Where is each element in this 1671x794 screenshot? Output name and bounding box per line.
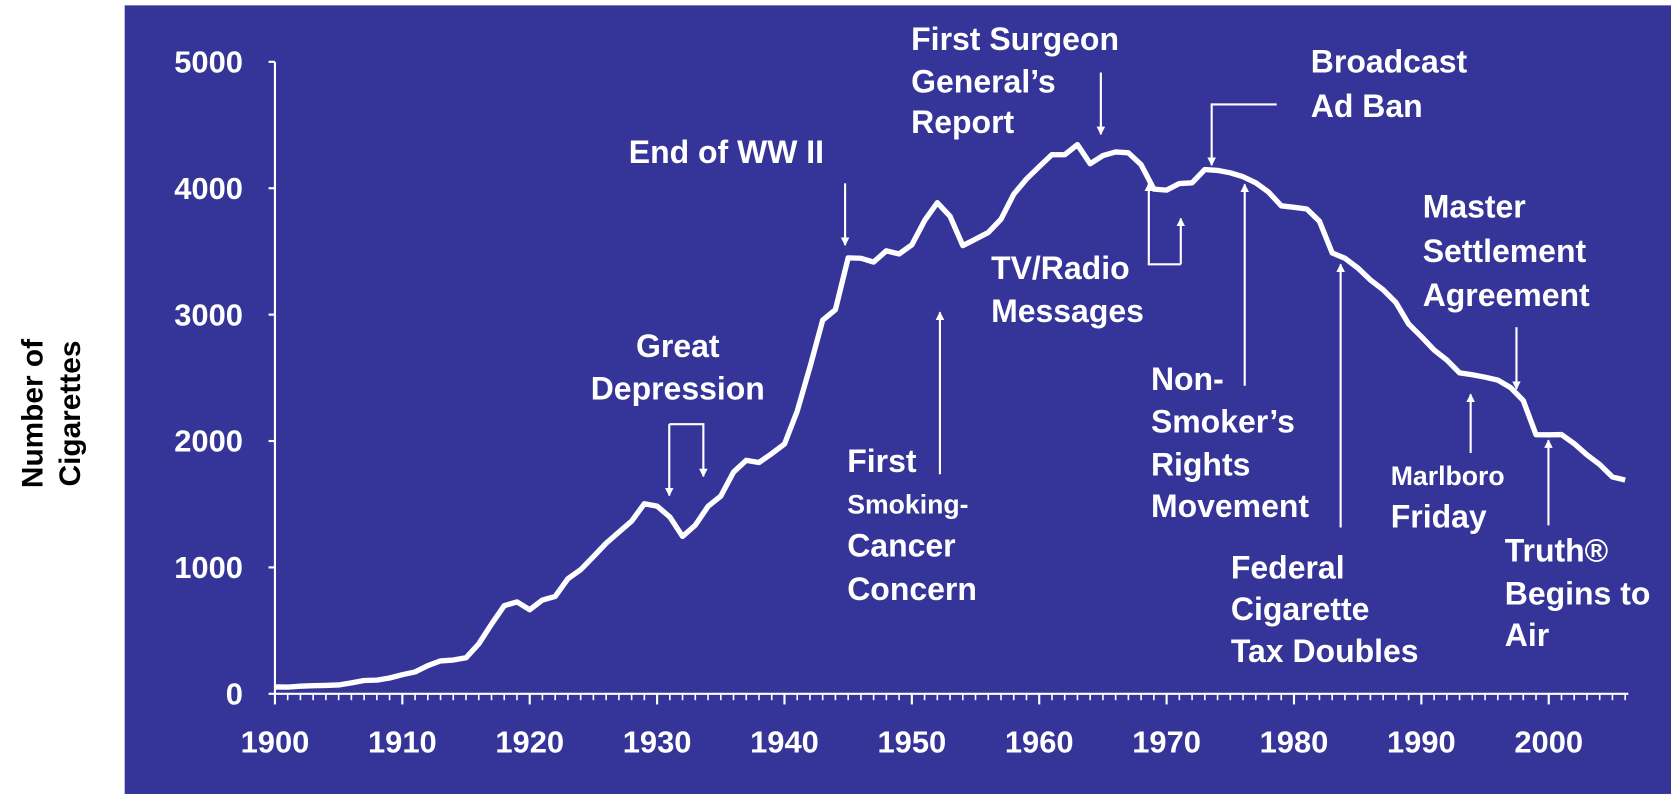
annotation: Depression <box>591 371 765 407</box>
annotation: Agreement <box>1423 277 1590 313</box>
annotation: Tax Doubles <box>1231 633 1419 669</box>
x-tick-label: 1900 <box>241 724 310 759</box>
annotation: Smoker’s <box>1151 404 1295 440</box>
annotation: Cigarette <box>1231 591 1370 627</box>
y-axis-label: Number of <box>17 339 50 488</box>
y-tick-label: 2000 <box>174 424 243 459</box>
x-tick-label: 2000 <box>1514 724 1583 759</box>
annotation: First <box>847 443 917 479</box>
annotation: Rights <box>1151 446 1250 482</box>
annotation: Great <box>636 328 720 364</box>
x-tick-label: 1920 <box>495 724 564 759</box>
annotation: Begins to <box>1505 575 1651 611</box>
annotation: First Surgeon <box>911 21 1119 57</box>
annotation: Smoking- <box>847 490 968 520</box>
annotation: General’s <box>911 64 1056 100</box>
annotation: Concern <box>847 571 977 607</box>
annotation: Marlboro <box>1391 461 1505 491</box>
arrow <box>1207 103 1277 167</box>
plot-background <box>124 5 1671 794</box>
x-tick-label: 1980 <box>1260 724 1329 759</box>
x-tick-label: 1930 <box>623 724 692 759</box>
annotation: TV/Radio <box>991 250 1130 286</box>
x-tick-label: 1970 <box>1132 724 1201 759</box>
annotation: Ad Ban <box>1311 88 1423 124</box>
annotation: Broadcast <box>1311 43 1468 79</box>
annotation: Movement <box>1151 488 1309 524</box>
data-line <box>274 141 1626 690</box>
y-tick-label: 1000 <box>174 550 243 585</box>
x-tick-label: 1910 <box>368 724 437 759</box>
annotation: Non- <box>1151 361 1224 397</box>
y-axis-label: Cigarettes <box>54 341 87 487</box>
x-tick-label: 1990 <box>1387 724 1456 759</box>
annotation: Settlement <box>1423 233 1587 269</box>
arrow <box>669 423 708 478</box>
y-tick-label: 5000 <box>174 44 243 79</box>
annotation: Truth® <box>1505 533 1609 569</box>
arrows <box>664 72 1553 528</box>
annotation: Friday <box>1391 499 1487 535</box>
annotation: Air <box>1505 617 1549 653</box>
annotation: Federal <box>1231 550 1345 586</box>
annotation: Master <box>1423 188 1526 224</box>
arrow <box>1144 182 1181 266</box>
y-tick-label: 0 <box>226 676 243 711</box>
annotation: Report <box>911 104 1014 140</box>
x-tick-label: 1950 <box>877 724 946 759</box>
y-tick-label: 4000 <box>174 171 243 206</box>
annotation: Messages <box>991 293 1144 329</box>
x-tick-label: 1940 <box>750 724 819 759</box>
x-tick-label: 1960 <box>1005 724 1074 759</box>
annotation: End of WW II <box>629 134 824 170</box>
annotation: Cancer <box>847 527 955 563</box>
y-tick-label: 3000 <box>174 297 243 332</box>
